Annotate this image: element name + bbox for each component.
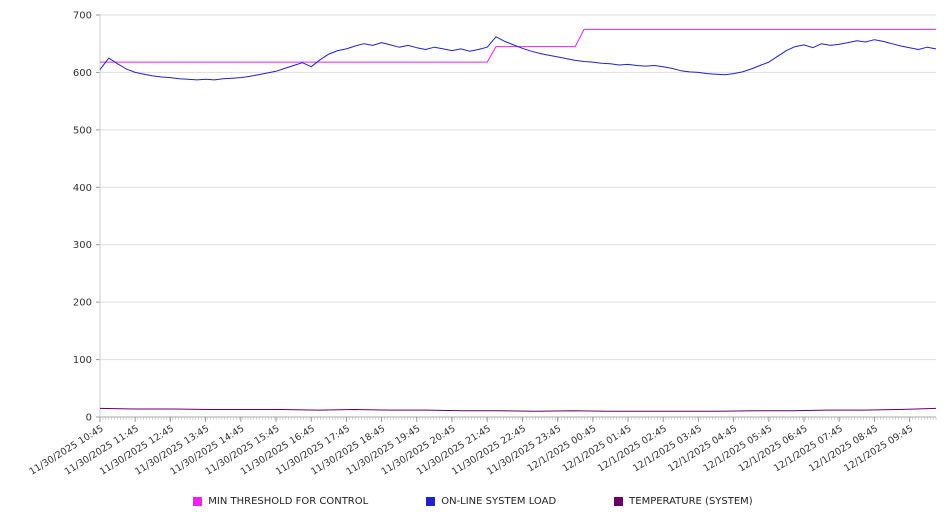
gridlines [100, 14, 936, 418]
y-tick-label: 300 [73, 240, 92, 251]
legend: MIN THRESHOLD FOR CONTROL ON-LINE SYSTEM… [0, 496, 946, 507]
plot-area: 0 100 200 300 400 500 600 700 11/30/2025 10:4511… [28, 11, 937, 478]
y-tick-label: 100 [73, 355, 92, 366]
series-lines [99, 28, 937, 412]
y-tick-label: 400 [73, 183, 92, 194]
legend-label-system-load: ON-LINE SYSTEM LOAD [441, 496, 557, 507]
legend-item-system-load[interactable]: ON-LINE SYSTEM LOAD [426, 496, 556, 507]
y-tick-label: 700 [73, 11, 92, 22]
legend-label-min-threshold: MIN THRESHOLD FOR CONTROL [208, 496, 369, 507]
legend-label-temperature: TEMPERATURE (SYSTEM) [629, 496, 753, 507]
legend-swatch-system-load [426, 497, 436, 506]
legend-swatch-min-threshold [193, 497, 203, 506]
series-line-1 [99, 36, 937, 81]
y-tick-label: 600 [73, 68, 92, 79]
series-line-0 [100, 28, 936, 63]
legend-swatch-temperature [614, 497, 624, 506]
legend-item-temperature[interactable]: TEMPERATURE (SYSTEM) [614, 496, 753, 507]
series-line-2 [99, 407, 937, 412]
y-tick-label: 0 [86, 413, 92, 424]
x-minor-ticks [99, 417, 937, 420]
y-tick-label: 500 [73, 125, 92, 136]
legend-item-min-threshold[interactable]: MIN THRESHOLD FOR CONTROL [193, 496, 368, 507]
y-axis-ticks: 0 100 200 300 400 500 600 700 [73, 11, 100, 424]
y-tick-label: 200 [73, 298, 92, 309]
